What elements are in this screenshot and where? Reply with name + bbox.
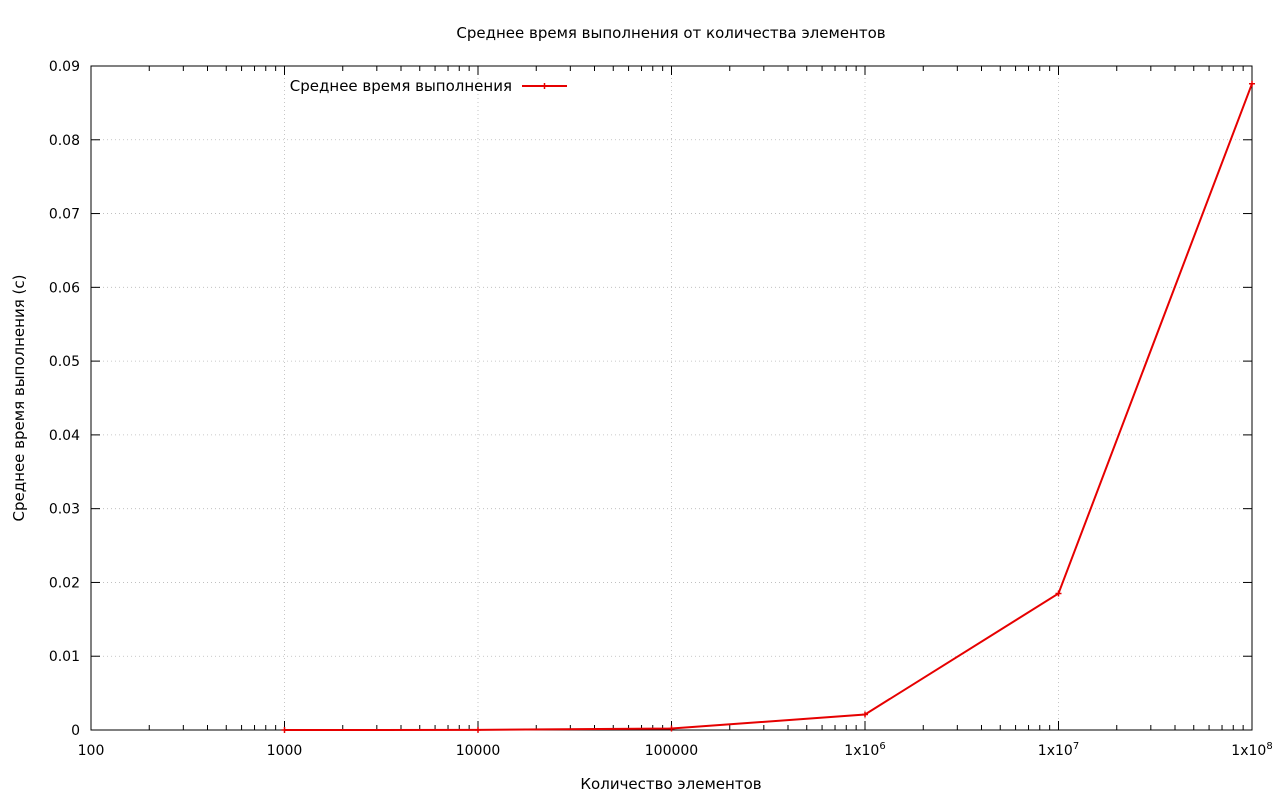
axis-ticks bbox=[90, 65, 1253, 731]
legend-marker bbox=[541, 83, 548, 89]
y-tick-label: 0 bbox=[71, 723, 80, 739]
y-tick-label: 0.02 bbox=[49, 575, 80, 591]
x-tick-label: 1x108 bbox=[1231, 741, 1272, 759]
data-point bbox=[281, 727, 288, 733]
series-line bbox=[284, 83, 1253, 731]
x-tick-label: 100 bbox=[78, 743, 105, 759]
x-tick-label: 100000 bbox=[645, 743, 698, 759]
x-tick-exponent: 6 bbox=[879, 741, 885, 752]
y-tick-label: 0.08 bbox=[49, 133, 80, 149]
x-tick-exponent: 8 bbox=[1266, 741, 1272, 752]
y-tick-label: 0.07 bbox=[49, 207, 80, 223]
y-tick-label: 0.05 bbox=[49, 354, 80, 370]
x-tick-label: 1000 bbox=[267, 743, 303, 759]
x-tick-label: 10000 bbox=[456, 743, 501, 759]
y-axis-tick-labels: 0 0.01 0.02 0.03 0.04 0.05 0.06 0.07 0.08 0.09 bbox=[49, 59, 80, 739]
data-point bbox=[1249, 80, 1255, 87]
data-point bbox=[475, 726, 481, 733]
grid bbox=[91, 66, 1252, 730]
chart-title: Среднее время выполнения от количества э… bbox=[456, 24, 885, 42]
x-tick-label: 1x107 bbox=[1038, 741, 1079, 759]
data-point bbox=[668, 725, 675, 732]
y-axis-title: Среднее время выполнения (с) bbox=[10, 275, 28, 522]
legend-label: Среднее время выполнения bbox=[290, 77, 512, 95]
y-tick-label: 0.06 bbox=[49, 280, 80, 296]
data-point bbox=[1055, 590, 1062, 597]
y-tick-label: 0.09 bbox=[49, 59, 80, 75]
series bbox=[281, 80, 1255, 733]
y-tick-label: 0.04 bbox=[49, 428, 80, 444]
x-axis-tick-labels: 100 1000 10000 100000 1x106 1x107 1x108 bbox=[78, 741, 1273, 759]
x-axis-title: Количество элементов bbox=[580, 775, 761, 793]
y-tick-label: 0.03 bbox=[49, 502, 80, 518]
y-tick-label: 0.01 bbox=[49, 649, 80, 665]
legend: Среднее время выполнения bbox=[290, 77, 567, 95]
x-tick-exponent: 7 bbox=[1073, 741, 1079, 752]
x-tick-label: 1x106 bbox=[844, 741, 885, 759]
data-point bbox=[862, 711, 868, 718]
